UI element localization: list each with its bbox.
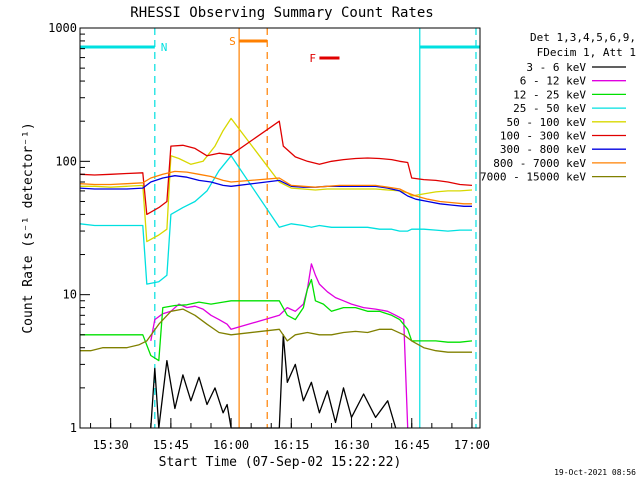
- y-axis-label: Count Rate (s⁻¹ detector⁻¹): [21, 122, 36, 333]
- x-tick-label: 16:45: [394, 438, 430, 452]
- annotation-s: S: [229, 35, 236, 48]
- y-axis-ticks: 1 10 100 1000: [48, 21, 90, 435]
- timestamp: 19-Oct-2021 08:56: [554, 468, 636, 477]
- y-tick-label: 100: [55, 154, 77, 168]
- x-tick-label: 17:00: [454, 438, 490, 452]
- series-line: [80, 117, 473, 243]
- series-line: [79, 175, 472, 207]
- x-tick-label: 16:15: [273, 438, 309, 452]
- series-line: [79, 155, 472, 285]
- series-line: [150, 334, 397, 429]
- vertical-markers: [154, 28, 477, 428]
- legend-entry-label: 12 - 25 keV: [513, 88, 586, 101]
- series-line: [80, 308, 472, 353]
- legend: Det 1,3,4,5,6,9, FDecim 1, Att 1 3 - 6 k…: [480, 31, 636, 184]
- legend-entry-label: 50 - 100 keV: [507, 116, 587, 129]
- legend-header-attenuator: FDecim 1, Att 1: [537, 46, 636, 59]
- legend-header-detectors: Det 1,3,4,5,6,9,: [530, 31, 636, 44]
- legend-entry-label: 100 - 300 keV: [500, 130, 586, 143]
- y-tick-label: 1000: [48, 21, 77, 35]
- legend-entry-label: 25 - 50 keV: [513, 102, 586, 115]
- x-axis-label: Start Time (07-Sep-02 15:22:22): [159, 455, 402, 470]
- legend-entry-label: 6 - 12 keV: [520, 75, 587, 88]
- annotation-n: N: [161, 41, 168, 54]
- plot-frame: [79, 27, 481, 429]
- legend-entry-label: 7000 - 15000 keV: [480, 171, 586, 184]
- annotation-f: F: [309, 52, 316, 65]
- x-axis-ticks: 15:30 15:45 16:00 16:15 16:30 16:45 17:00: [90, 418, 490, 452]
- series-line: [150, 263, 409, 429]
- y-tick-label: 1: [70, 421, 77, 435]
- y-tick-label: 10: [63, 288, 77, 302]
- flag-bars: N S F: [80, 35, 480, 65]
- legend-entry-label: 800 - 7000 keV: [493, 157, 586, 170]
- x-tick-label: 15:30: [93, 438, 129, 452]
- legend-entry-label: 3 - 6 keV: [526, 61, 586, 74]
- x-tick-label: 16:30: [333, 438, 369, 452]
- series-line: [79, 170, 472, 205]
- chart-title: RHESSI Observing Summary Count Rates: [130, 5, 433, 21]
- x-tick-label: 15:45: [153, 438, 189, 452]
- series-line: [80, 278, 473, 362]
- x-tick-label: 16:00: [213, 438, 249, 452]
- legend-entry-label: 300 - 800 keV: [500, 143, 586, 156]
- series-line: [79, 120, 473, 216]
- data-series: [79, 117, 473, 429]
